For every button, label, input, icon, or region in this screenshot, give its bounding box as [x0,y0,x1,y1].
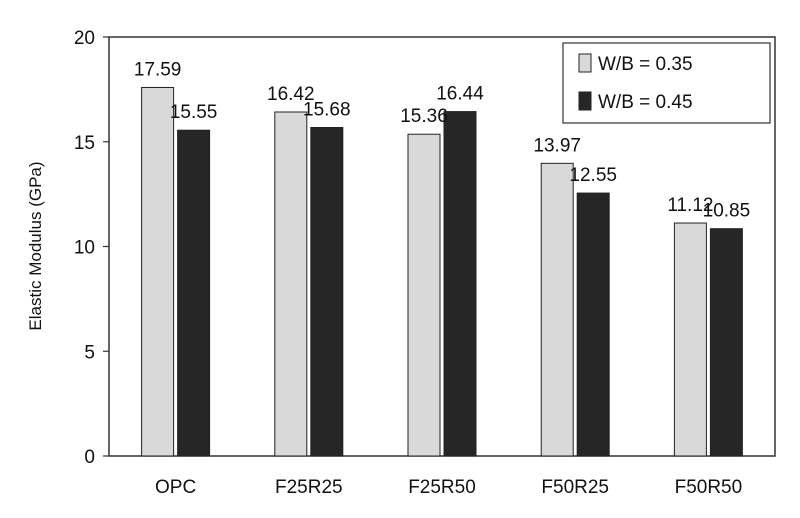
y-tick-label-15: 15 [74,133,95,154]
y-axis-ticks: 0 5 10 15 20 [74,28,109,468]
bar-f25r25-w-b-0-35 [274,111,308,457]
legend-label-wb045: W/B = 0.45 [598,92,693,113]
data-label-f25r50-w-b-0-35: 15.36 [400,106,448,127]
bar-f50r25-w-b-0-45 [576,192,610,457]
bar-f25r50-w-b-0-45 [443,111,477,457]
bar-f25r25-w-b-0-45 [310,127,344,457]
bar-f25r50-w-b-0-35 [407,133,441,457]
bar-f50r25-w-b-0-35 [540,162,574,457]
data-label-f25r50-w-b-0-45: 16.44 [436,84,484,105]
x-tick-label-f25r25: F25R25 [275,477,343,498]
data-label-opc-w-b-0-45: 15.55 [170,102,218,123]
data-label-f50r25-w-b-0-35: 13.97 [533,135,581,156]
data-label-f50r25-w-b-0-45: 12.55 [569,165,617,186]
bar-opc-w-b-0-45 [177,129,211,457]
legend-swatch-wb045 [578,91,592,111]
x-tick-label-f25r50: F25R50 [408,477,476,498]
y-tick-label-20: 20 [74,28,95,49]
y-tick-label-10: 10 [74,238,95,259]
data-label-opc-w-b-0-35: 17.59 [134,59,182,80]
legend: W/B = 0.35 W/B = 0.45 [562,42,771,124]
x-tick-label-opc: OPC [155,477,196,498]
y-axis-title: Elastic Modulus (GPa) [26,161,45,330]
bars [141,86,743,457]
data-label-f25r25-w-b-0-35: 16.42 [267,84,315,105]
y-tick-label-5: 5 [84,342,95,363]
legend-swatch-wb035 [578,53,592,73]
x-axis-ticks: OPC F25R25 F25R50 F50R25 F50R50 [155,477,742,498]
bar-f50r50-w-b-0-45 [709,228,743,457]
data-label-f25r25-w-b-0-45: 15.68 [303,100,351,121]
x-tick-label-f50r25: F50R25 [541,477,609,498]
legend-box [562,42,771,124]
x-tick-label-f50r50: F50R50 [675,477,743,498]
data-label-f50r50-w-b-0-45: 10.85 [703,201,751,222]
bar-f50r50-w-b-0-35 [673,222,707,457]
bar-opc-w-b-0-35 [141,86,175,457]
legend-label-wb035: W/B = 0.35 [598,54,693,75]
data-label-f50r50-w-b-0-35: 11.12 [667,195,713,216]
y-tick-label-0: 0 [84,447,95,468]
